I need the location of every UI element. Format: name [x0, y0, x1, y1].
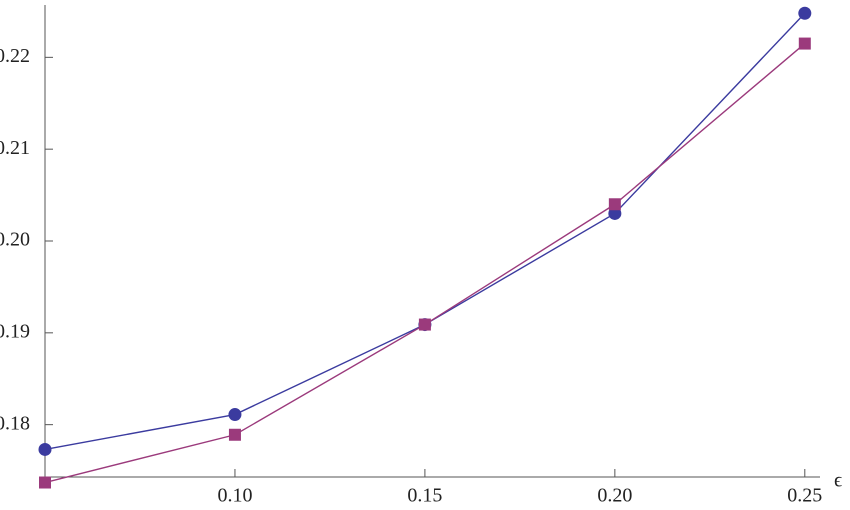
marker — [39, 476, 51, 489]
x-tick-label: 0.10 — [217, 485, 252, 507]
marker — [228, 428, 241, 441]
marker — [798, 6, 812, 20]
x-axis-label: ϵ — [834, 470, 842, 492]
x-tick-label: 0.15 — [407, 485, 442, 507]
x-tick-label: 0.20 — [597, 485, 632, 507]
y-tick-label: 0.22 — [0, 45, 30, 67]
series-line — [44, 43, 806, 484]
marker — [38, 442, 52, 456]
marker — [798, 37, 811, 50]
y-tick-label: 0.18 — [0, 412, 30, 434]
series-line — [44, 12, 806, 451]
marker — [418, 318, 431, 331]
marker — [228, 408, 242, 422]
y-tick-label: 0.19 — [0, 320, 30, 342]
y-tick-label: 0.21 — [0, 137, 30, 159]
x-tick-label: 0.25 — [787, 485, 822, 507]
marker — [608, 198, 621, 211]
y-tick-label: 0.20 — [0, 229, 30, 251]
